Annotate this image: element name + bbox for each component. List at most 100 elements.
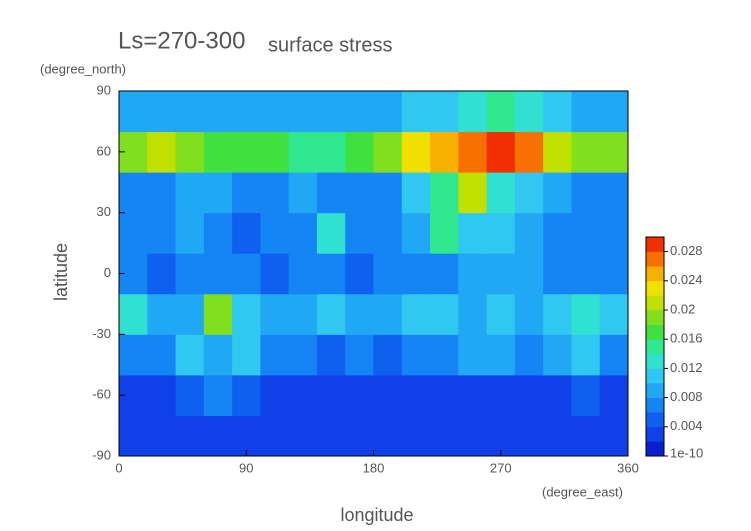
heat-cell	[232, 293, 261, 335]
heat-cell	[514, 334, 544, 376]
heat-cell	[260, 91, 290, 133]
heat-cell	[486, 293, 516, 335]
heat-cell	[458, 293, 488, 335]
heat-cell	[543, 415, 572, 457]
heat-cell	[288, 91, 318, 133]
colorbar-segment	[646, 310, 664, 325]
heat-cell	[514, 415, 544, 457]
heat-cell	[599, 334, 629, 376]
heat-cell	[203, 415, 233, 457]
colorbar-tick-label: 0.016	[670, 331, 703, 346]
colorbar-tick-label: 0.02	[670, 301, 695, 316]
heat-cell	[401, 334, 431, 376]
heat-cell	[260, 253, 290, 295]
colorbar-segment	[646, 237, 664, 252]
heat-cell	[345, 172, 374, 214]
heat-cell	[458, 374, 488, 416]
colorbar-segment	[646, 251, 664, 267]
heat-cell	[486, 253, 516, 295]
heat-cell	[486, 91, 516, 133]
heat-cell	[430, 374, 459, 416]
x-tick-label: 270	[490, 460, 512, 475]
heat-cell	[119, 212, 148, 254]
colorbar-tick-label: 0.008	[670, 389, 703, 404]
heat-cell	[288, 131, 318, 173]
x-unit: (degree_east)	[542, 484, 623, 499]
heat-cell	[543, 374, 572, 416]
heat-cell	[401, 253, 431, 295]
heat-cell	[599, 293, 629, 335]
heat-cell	[260, 374, 290, 416]
heat-cell	[175, 374, 205, 416]
heat-cell	[401, 415, 431, 457]
heat-cell	[175, 334, 205, 376]
heat-cell	[232, 131, 261, 173]
heat-cell	[288, 212, 318, 254]
heat-cell	[232, 212, 261, 254]
heat-cell	[175, 172, 205, 214]
heat-cell	[232, 415, 261, 457]
heat-cell	[401, 293, 431, 335]
heat-cell	[316, 131, 346, 173]
heat-cell	[232, 172, 261, 214]
heat-cell	[288, 172, 318, 214]
heat-cell	[401, 212, 431, 254]
heat-cell	[430, 415, 459, 457]
heat-cell	[514, 91, 544, 133]
heat-cell	[260, 293, 290, 335]
heat-cell	[599, 415, 629, 457]
heat-cell	[514, 253, 544, 295]
heat-cell	[458, 253, 488, 295]
heat-cell	[175, 91, 205, 133]
heat-cell	[373, 334, 403, 376]
heat-cell	[345, 131, 374, 173]
heat-cell	[430, 91, 459, 133]
heat-cell	[486, 172, 516, 214]
heat-cell	[316, 293, 346, 335]
heat-cell	[175, 293, 205, 335]
heat-cell	[288, 293, 318, 335]
heat-cell	[571, 334, 601, 376]
heat-cell	[571, 212, 601, 254]
heat-cell	[288, 334, 318, 376]
heat-cell	[232, 374, 261, 416]
heat-cell	[316, 91, 346, 133]
heat-cell	[514, 212, 544, 254]
heat-cell	[486, 131, 516, 173]
heat-cell	[458, 131, 488, 173]
x-axis-label: longitude	[340, 505, 413, 525]
heat-cell	[232, 334, 261, 376]
heat-cell	[260, 131, 290, 173]
colorbar-segment	[646, 295, 664, 311]
heat-cell	[147, 172, 177, 214]
heat-cell	[203, 172, 233, 214]
heat-cell	[571, 131, 601, 173]
heat-cell	[232, 253, 261, 295]
heat-cell	[571, 253, 601, 295]
heat-cell	[458, 415, 488, 457]
heat-cell	[316, 334, 346, 376]
heat-cell	[260, 334, 290, 376]
heat-cell	[373, 374, 403, 416]
x-tick-label: 360	[617, 460, 639, 475]
heat-cell	[316, 374, 346, 416]
heat-cell	[401, 91, 431, 133]
heat-cell	[430, 172, 459, 214]
heat-cell	[571, 91, 601, 133]
y-tick-label: 60	[97, 143, 111, 158]
heat-cell	[486, 334, 516, 376]
heat-cell	[288, 415, 318, 457]
colorbar-segment	[646, 353, 664, 369]
heat-cell	[147, 253, 177, 295]
heat-cell	[458, 212, 488, 254]
heat-cell	[543, 334, 572, 376]
heat-cell	[345, 212, 374, 254]
y-tick-label: 30	[97, 204, 111, 219]
heat-cell	[599, 172, 629, 214]
heat-cell	[543, 172, 572, 214]
heat-cell	[288, 253, 318, 295]
colorbar-tick-label: 0.024	[670, 272, 703, 287]
heat-cell	[430, 253, 459, 295]
